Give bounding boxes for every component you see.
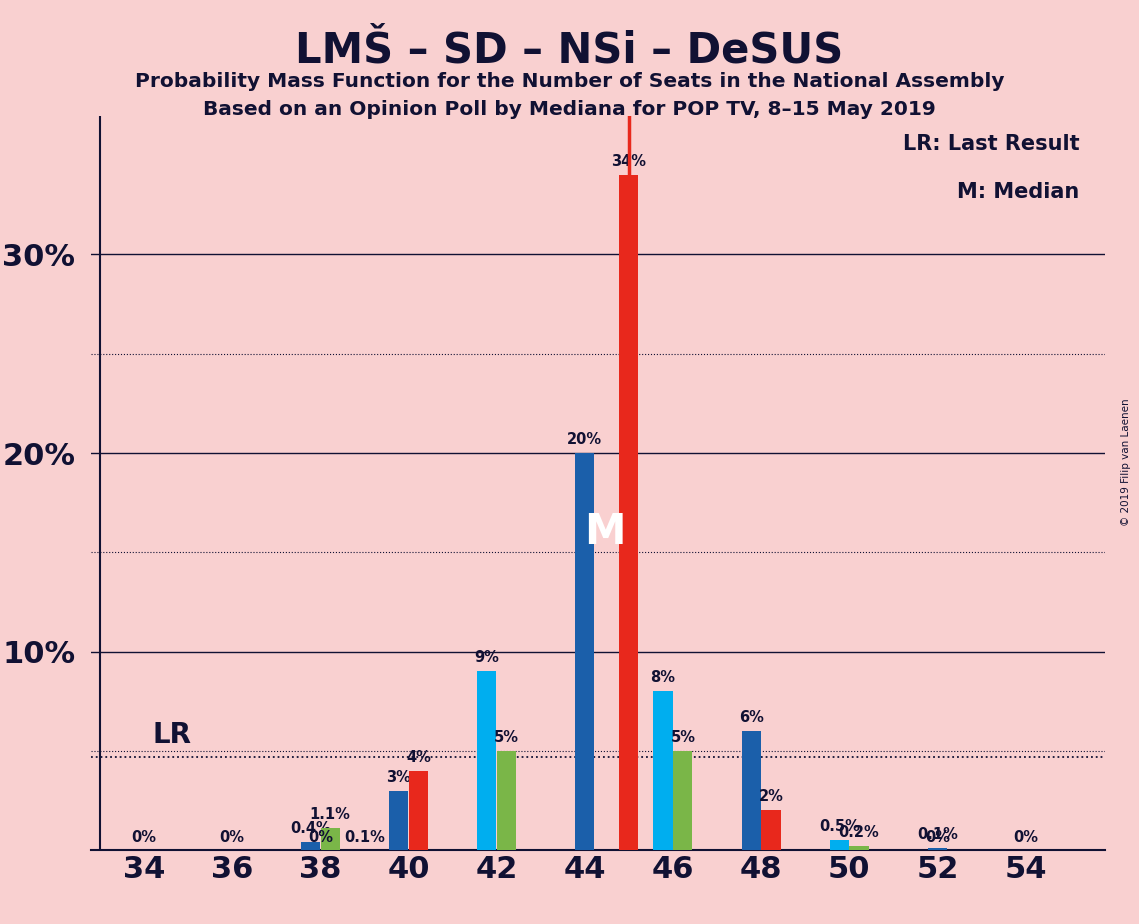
Text: 2%: 2% [759, 789, 784, 805]
Text: 0.2%: 0.2% [838, 825, 879, 840]
Bar [301, 842, 320, 850]
Bar [409, 771, 428, 850]
Text: 0.4%: 0.4% [290, 821, 330, 836]
Text: Probability Mass Function for the Number of Seats in the National Assembly: Probability Mass Function for the Number… [134, 72, 1005, 91]
Text: 9%: 9% [474, 650, 499, 665]
Bar [850, 846, 869, 850]
Text: 0%: 0% [131, 830, 156, 845]
Text: LMŠ – SD – NSi – DeSUS: LMŠ – SD – NSi – DeSUS [295, 30, 844, 71]
Bar [928, 848, 947, 850]
Text: 0%: 0% [1013, 830, 1038, 845]
Text: 0%: 0% [308, 830, 333, 845]
Text: 20%: 20% [567, 432, 603, 447]
Text: LR: LR [153, 721, 191, 748]
Bar [497, 751, 516, 850]
Text: 0.1%: 0.1% [917, 827, 958, 842]
Text: 1.1%: 1.1% [310, 808, 351, 822]
Text: 4%: 4% [405, 749, 431, 765]
Bar [320, 828, 339, 850]
Text: LR: Last Result: LR: Last Result [903, 134, 1080, 154]
Text: M: Median: M: Median [957, 182, 1080, 201]
Text: 0%: 0% [220, 830, 245, 845]
Bar [741, 731, 761, 850]
Text: Based on an Opinion Poll by Mediana for POP TV, 8–15 May 2019: Based on an Opinion Poll by Mediana for … [203, 100, 936, 119]
Bar [673, 751, 693, 850]
Bar [829, 840, 849, 850]
Bar [477, 672, 497, 850]
Bar [388, 791, 408, 850]
Bar [575, 453, 595, 850]
Bar [761, 810, 780, 850]
Text: 5%: 5% [494, 730, 519, 745]
Text: M: M [584, 511, 625, 553]
Text: 8%: 8% [650, 670, 675, 686]
Text: 6%: 6% [739, 710, 763, 725]
Text: © 2019 Filip van Laenen: © 2019 Filip van Laenen [1121, 398, 1131, 526]
Text: 0.5%: 0.5% [819, 820, 860, 834]
Text: 34%: 34% [612, 154, 646, 169]
Text: 3%: 3% [386, 770, 411, 784]
Bar [654, 691, 673, 850]
Text: 0.1%: 0.1% [344, 830, 385, 845]
Bar [620, 175, 639, 850]
Text: 5%: 5% [671, 730, 695, 745]
Text: 0%: 0% [925, 830, 950, 845]
